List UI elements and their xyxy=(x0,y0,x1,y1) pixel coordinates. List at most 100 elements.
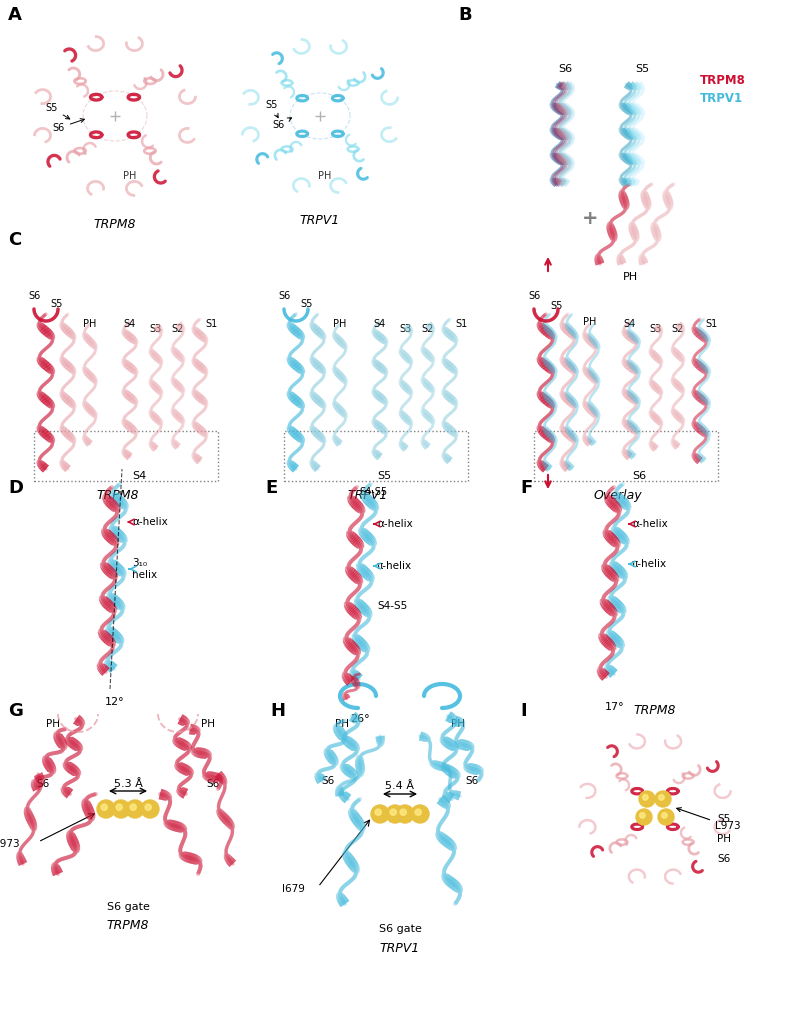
Text: PH: PH xyxy=(84,319,97,329)
Text: S4: S4 xyxy=(132,471,147,481)
Text: S6: S6 xyxy=(529,291,541,301)
Circle shape xyxy=(411,805,429,823)
Circle shape xyxy=(145,804,151,810)
Text: PH: PH xyxy=(318,171,332,181)
Text: α-helix: α-helix xyxy=(632,519,667,529)
Text: TRPM8: TRPM8 xyxy=(97,489,139,502)
Circle shape xyxy=(141,800,159,818)
Text: B: B xyxy=(458,6,472,24)
Bar xyxy=(284,431,468,481)
Circle shape xyxy=(640,813,645,818)
Text: S6: S6 xyxy=(466,776,478,786)
Text: I: I xyxy=(520,702,526,720)
Text: PH: PH xyxy=(335,719,349,729)
Text: S6: S6 xyxy=(53,119,84,133)
Text: C: C xyxy=(8,231,21,249)
Text: S6: S6 xyxy=(36,779,50,790)
Text: S5: S5 xyxy=(551,301,563,311)
Text: S4-S5: S4-S5 xyxy=(377,601,407,611)
Text: G: G xyxy=(8,702,23,720)
Text: S5: S5 xyxy=(301,299,313,309)
Text: π-helix: π-helix xyxy=(377,561,412,571)
Text: L973: L973 xyxy=(677,808,741,831)
Circle shape xyxy=(659,795,664,800)
Circle shape xyxy=(126,800,144,818)
Text: S1: S1 xyxy=(205,319,217,329)
Text: S5: S5 xyxy=(635,63,649,74)
Text: S2: S2 xyxy=(172,324,184,334)
Text: S2: S2 xyxy=(672,324,684,334)
Text: S6: S6 xyxy=(28,291,41,301)
Text: H: H xyxy=(270,702,285,720)
Text: S3: S3 xyxy=(650,324,662,334)
Text: α-helix: α-helix xyxy=(377,519,413,529)
Text: S4: S4 xyxy=(374,319,386,329)
Text: S3: S3 xyxy=(150,324,162,334)
Bar xyxy=(34,431,218,481)
Text: S6: S6 xyxy=(558,63,572,74)
Text: 3₁₀
helix: 3₁₀ helix xyxy=(132,558,157,580)
Text: S4: S4 xyxy=(624,319,636,329)
Text: E: E xyxy=(265,479,277,497)
Text: TRPM8: TRPM8 xyxy=(634,705,676,717)
Text: S6 gate: S6 gate xyxy=(106,902,150,912)
Circle shape xyxy=(101,804,107,810)
Text: S5: S5 xyxy=(265,100,278,118)
Text: 26°: 26° xyxy=(350,714,370,724)
Text: S6: S6 xyxy=(717,854,730,864)
Text: PH: PH xyxy=(201,719,215,729)
Text: 17°: 17° xyxy=(605,702,625,712)
Text: A: A xyxy=(8,6,22,24)
Text: TRPV1: TRPV1 xyxy=(348,489,388,502)
Text: S3: S3 xyxy=(400,324,412,334)
Text: S1: S1 xyxy=(705,319,717,329)
Text: PH: PH xyxy=(583,317,597,327)
Text: PH: PH xyxy=(451,719,465,729)
Text: S5: S5 xyxy=(50,299,63,309)
Circle shape xyxy=(655,791,671,807)
Text: 5.4 Å: 5.4 Å xyxy=(385,781,414,791)
Text: PH: PH xyxy=(46,719,60,729)
Text: PH: PH xyxy=(623,272,637,282)
Text: α-helix: α-helix xyxy=(132,517,168,527)
Text: F: F xyxy=(520,479,532,497)
Circle shape xyxy=(130,804,136,810)
Circle shape xyxy=(371,805,389,823)
Text: S5: S5 xyxy=(46,103,69,119)
Circle shape xyxy=(415,809,422,815)
Circle shape xyxy=(97,800,115,818)
Text: π-helix: π-helix xyxy=(632,559,667,569)
Text: I679: I679 xyxy=(282,884,305,894)
Text: S4-S5: S4-S5 xyxy=(359,487,387,497)
Text: TRPV1: TRPV1 xyxy=(380,942,420,955)
Text: S5: S5 xyxy=(377,471,391,481)
Text: TRPM8: TRPM8 xyxy=(106,919,149,932)
Text: S4: S4 xyxy=(124,319,136,329)
Circle shape xyxy=(636,809,652,825)
Circle shape xyxy=(639,791,655,807)
Circle shape xyxy=(662,813,667,818)
Text: Overlay: Overlay xyxy=(593,489,642,502)
Text: +: + xyxy=(582,210,598,228)
Circle shape xyxy=(386,805,404,823)
Text: PH: PH xyxy=(333,319,347,329)
Text: S6: S6 xyxy=(632,471,646,481)
Text: 12°: 12° xyxy=(105,697,125,707)
Text: S6: S6 xyxy=(322,776,335,786)
Text: PH: PH xyxy=(123,171,136,181)
Circle shape xyxy=(116,804,122,810)
Text: TRPV1: TRPV1 xyxy=(300,214,340,227)
Circle shape xyxy=(375,809,381,815)
Circle shape xyxy=(400,809,407,815)
Circle shape xyxy=(112,800,130,818)
Text: TRPM8: TRPM8 xyxy=(94,218,136,231)
Text: TRPV1: TRPV1 xyxy=(700,92,743,105)
Text: S6: S6 xyxy=(206,779,220,790)
Text: S6: S6 xyxy=(279,291,291,301)
Circle shape xyxy=(642,795,649,800)
Text: L973: L973 xyxy=(0,839,20,849)
Text: D: D xyxy=(8,479,23,497)
Text: S6: S6 xyxy=(272,118,292,130)
Text: 5.3 Å: 5.3 Å xyxy=(113,779,143,790)
Circle shape xyxy=(658,809,674,825)
